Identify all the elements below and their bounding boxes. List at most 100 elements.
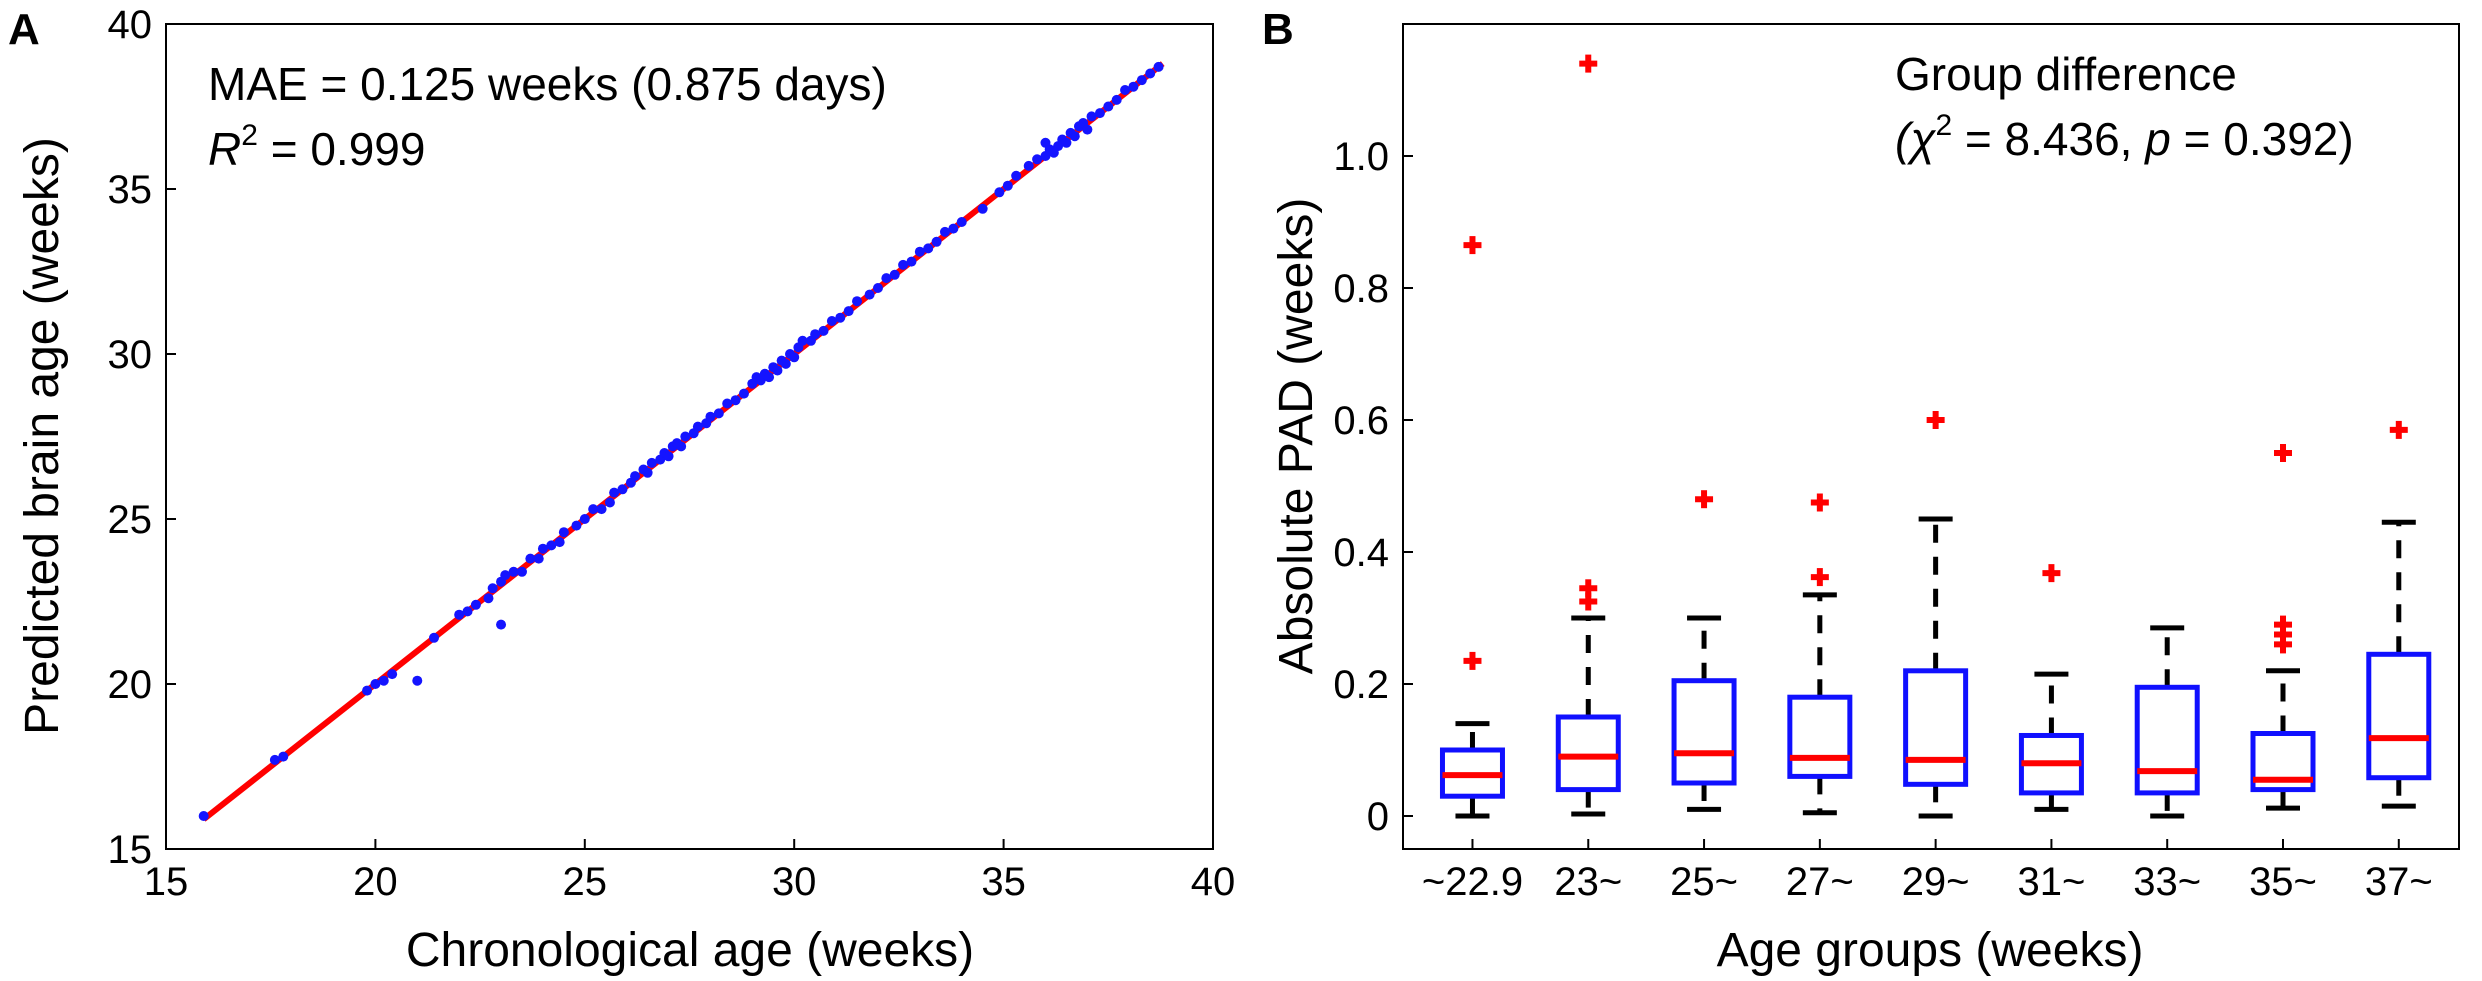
panel-a-x-title: Chronological age (weeks) (406, 924, 974, 977)
scatter-point (642, 467, 653, 478)
scatter-point (596, 504, 607, 515)
scatter-point (483, 593, 494, 604)
panel-b-ticks: 0 0.2 0.4 0.6 0.8 1.0 ~22.9 23~ 25~ 27~ 29~ 31~ 33~ 3… (1333, 135, 2432, 904)
scatter-point (558, 527, 569, 538)
scatter-point (609, 487, 620, 498)
scatter-point (906, 256, 917, 267)
scatter-point (496, 619, 507, 630)
p-value: = 0.392) (2171, 113, 2354, 165)
iqr-box (2250, 731, 2316, 793)
scatter-point (705, 411, 716, 422)
scatter-point (1120, 85, 1131, 95)
panel-b-x-tick-label: ~22.9 (1422, 860, 1523, 904)
panel-b-plot-area (1402, 23, 2460, 850)
panel-b-y-tick-label: 1.0 (1333, 135, 1389, 179)
scatter-point (198, 811, 209, 821)
box-group-1 (1439, 236, 1505, 819)
scatter-point (994, 187, 1005, 198)
panel-b-boxes (1439, 54, 2432, 819)
scatter-point (818, 325, 829, 336)
scatter-point (500, 570, 511, 581)
scatter-point (923, 243, 934, 254)
scatter-point (914, 246, 925, 257)
scatter-point (1153, 61, 1164, 72)
scatter-point (1069, 131, 1080, 142)
scatter-point (864, 289, 875, 300)
outlier-marker (1463, 236, 1482, 255)
outlier-marker (1810, 568, 1829, 587)
scatter-point (646, 457, 657, 468)
panel-a-y-tick-label: 40 (108, 3, 153, 47)
box-group-7 (2134, 625, 2200, 819)
chi-symbol: (χ (1895, 113, 1936, 165)
panel-b-y-tick-label: 0.8 (1333, 267, 1389, 311)
scatter-point (826, 316, 837, 326)
scatter-point (1136, 75, 1147, 86)
scatter-point (1103, 101, 1114, 112)
scatter-point (362, 685, 373, 696)
panel-a-x-tick-label: 20 (353, 860, 398, 904)
scatter-point (378, 675, 389, 686)
panel-a-x-tick-label: 35 (981, 860, 1026, 904)
scatter-point (881, 273, 892, 284)
scatter-point (470, 599, 481, 610)
scatter-point (939, 226, 950, 237)
scatter-point (977, 203, 988, 214)
panel-a-plot-area (165, 23, 1214, 850)
panel-b-y-tick-label: 0 (1367, 795, 1389, 839)
scatter-point (1086, 111, 1097, 122)
scatter-point (1082, 124, 1093, 135)
outlier-marker (1579, 579, 1598, 598)
panel-a-letter: A (8, 5, 40, 54)
scatter-point (604, 497, 615, 508)
scatter-point (617, 484, 628, 495)
panel-b-annotation-title: Group difference (1895, 48, 2237, 100)
scatter-point (835, 312, 846, 323)
scatter-point (546, 540, 557, 551)
iqr-box (2134, 684, 2200, 796)
outlier-marker (2274, 615, 2292, 634)
scatter-point (579, 514, 590, 524)
panel-b-x-title: Age groups (weeks) (1717, 924, 2144, 977)
scatter-point (931, 236, 942, 247)
outlier-marker (1926, 411, 1945, 429)
scatter-point (1023, 160, 1034, 171)
scatter-point (843, 306, 854, 317)
chi-superscript: 2 (1935, 109, 1952, 142)
panel-b-x-tick-label: 33~ (2133, 860, 2201, 904)
scatter-point (789, 352, 800, 363)
scatter-point (1111, 94, 1122, 105)
scatter-point (730, 395, 741, 406)
panel-a-y-tick-label: 35 (108, 168, 153, 212)
scatter-point (508, 566, 519, 577)
chi-value: = 8.436, (1952, 113, 2145, 165)
panel-b-x-tick-label: 31~ (2017, 860, 2085, 904)
scatter-point (537, 543, 548, 554)
panel-b-x-tick-label: 29~ (1902, 860, 1970, 904)
panel-a-x-tick-label: 25 (563, 860, 608, 904)
scatter-point (663, 451, 674, 462)
scatter-point (1032, 154, 1043, 165)
scatter-point (738, 388, 749, 399)
scatter-point (852, 296, 863, 307)
scatter-point (516, 566, 527, 577)
scatter-point (454, 609, 465, 620)
scatter-point (889, 269, 900, 280)
scatter-point (872, 283, 883, 293)
panel-b-x-tick-label: 23~ (1554, 860, 1622, 904)
panel-b-y-title: Absolute PAD (weeks) (1270, 198, 1323, 675)
scatter-point (772, 365, 783, 376)
scatter-point (525, 553, 536, 564)
iqr-box (1671, 678, 1737, 786)
scatter-point (1002, 180, 1013, 191)
iqr-box (1787, 694, 1853, 779)
scatter-point (554, 537, 565, 548)
panel-b-x-tick-label: 25~ (1670, 860, 1738, 904)
scatter-point (588, 504, 599, 515)
scatter-point (797, 335, 808, 346)
panel-a-x-tick-label: 40 (1191, 860, 1236, 904)
box-group-8 (2250, 444, 2316, 811)
panel-a-r2-annotation: R2 = 0.999 (208, 119, 425, 175)
panel-a-x-tick-label: 15 (144, 860, 189, 904)
